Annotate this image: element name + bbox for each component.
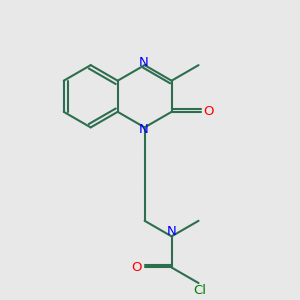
Text: O: O bbox=[203, 105, 214, 118]
Text: N: N bbox=[138, 123, 148, 136]
Text: N: N bbox=[138, 56, 148, 69]
Text: N: N bbox=[167, 225, 176, 239]
Text: Cl: Cl bbox=[194, 284, 206, 297]
Text: O: O bbox=[132, 261, 142, 274]
